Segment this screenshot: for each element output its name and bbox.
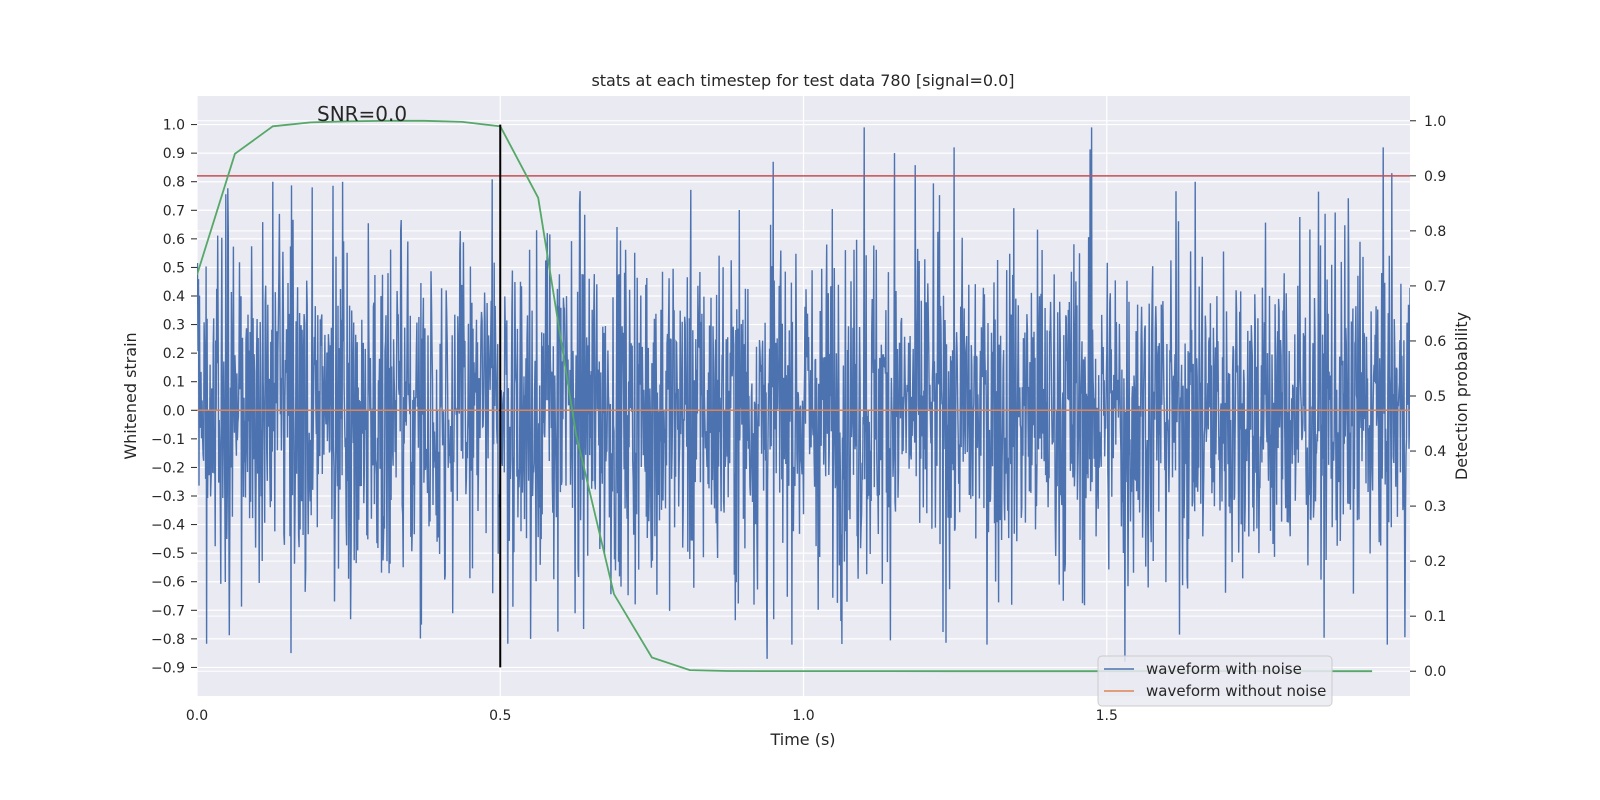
y2-tick-label: 0.9 [1424,169,1446,185]
series-line-detection-probability [197,119,1373,673]
y-tick-label: −0.2 [151,460,185,476]
y2-tick-label: 0.4 [1424,444,1446,460]
y2-tick-label: 0.0 [1424,664,1446,680]
y-tick-label: −0.1 [151,432,185,448]
x-tick-label: 1.5 [1096,708,1118,724]
y2-tick-label: 0.8 [1424,224,1446,240]
legend-label-waveform-without-noise: waveform without noise [1146,682,1326,700]
y-tick-label: 0.2 [163,346,185,362]
y-tick-label: −0.9 [151,660,185,676]
y-axis-label: Whitened strain [121,332,140,459]
y2-tick-label: 0.5 [1424,389,1446,405]
y-tick-label: 0.4 [163,289,185,305]
y-tick-label: 0.8 [163,175,185,191]
plot-area [197,119,1410,673]
y-tick-label: 0.1 [163,375,185,391]
y2-tick-label: 0.3 [1424,499,1446,515]
y-tick-label: −0.3 [151,489,185,505]
legend: waveform with noise waveform without noi… [1097,655,1333,707]
x-tick-label: 0.0 [186,708,208,724]
y2-axis-label: Detection probability [1452,312,1471,480]
snr-annotation: SNR=0.0 [317,102,407,126]
y2-tick-label: 1.0 [1424,114,1446,130]
y-tick-label: 1.0 [163,118,185,134]
chart-title: stats at each timestep for test data 780… [591,71,1014,90]
y-tick-label: 0.6 [163,232,185,248]
y2-tick-label: 0.1 [1424,609,1446,625]
y2-tick-label: 0.6 [1424,334,1446,350]
y-tick-label: −0.8 [151,632,185,648]
y-tick-label: 0.7 [163,203,185,219]
y-tick-label: −0.4 [151,518,185,534]
y-tick-label: −0.6 [151,575,185,591]
y-tick-label: 0.9 [163,146,185,162]
axis-ticks: 0.0 0.5 1.0 1.5 −0.9 −0.8 −0.7 −0.6 −0.5 −0.4 −0.3… [151,114,1446,724]
y-tick-label: −0.7 [151,603,185,619]
x-axis-label: Time (s) [769,730,835,749]
y-tick-label: 0.0 [163,403,185,419]
y-tick-label: 0.3 [163,318,185,334]
legend-box [1097,655,1333,707]
y2-tick-label: 0.7 [1424,279,1446,295]
series-line-waveform-with-noise [197,127,1410,662]
y2-tick-label: 0.2 [1424,554,1446,570]
y-tick-label: −0.5 [151,546,185,562]
y-tick-label: 0.5 [163,260,185,276]
x-tick-label: 0.5 [489,708,511,724]
x-tick-label: 1.0 [792,708,814,724]
legend-label-waveform-with-noise: waveform with noise [1146,660,1302,678]
